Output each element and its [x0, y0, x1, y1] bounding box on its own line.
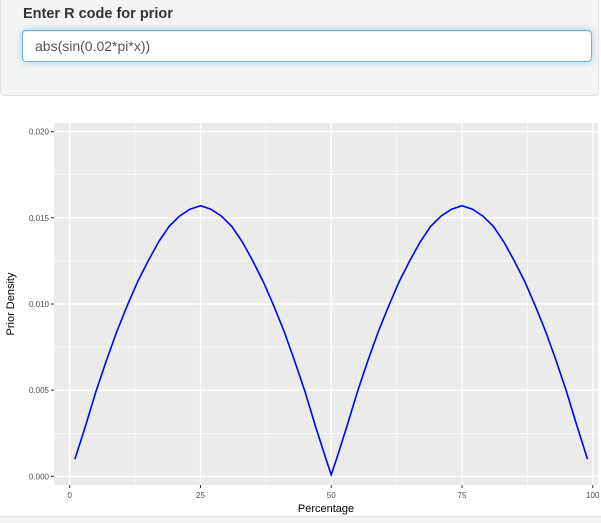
x-tick-label: 50	[327, 491, 336, 500]
prior-code-input[interactable]	[22, 30, 592, 62]
chart-svg: 0 25 50 75 100 0.000 0.005 0.010 0.015 0.020 Perce…	[5, 123, 600, 515]
prior-input-panel: Enter R code for prior	[0, 0, 599, 96]
y-tick-label: 0.015	[29, 214, 50, 223]
x-tick-label: 100	[586, 491, 600, 500]
x-tick-label: 0	[67, 491, 72, 500]
x-axis-title: Percentage	[298, 503, 354, 515]
prior-code-label: Enter R code for prior	[23, 6, 173, 22]
y-tick-label: 0.020	[29, 128, 50, 137]
x-tick-label: 75	[458, 491, 467, 500]
y-tick-label: 0.000	[29, 472, 50, 481]
prior-density-plot: 0 25 50 75 100 0.000 0.005 0.010 0.015 0.020 Perce…	[0, 112, 601, 516]
y-tick-label: 0.010	[29, 300, 50, 309]
x-tick-label: 25	[196, 491, 205, 500]
y-tick-label: 0.005	[29, 386, 50, 395]
density-curve-line	[74, 204, 589, 478]
bottom-panel-edge	[0, 516, 601, 523]
y-axis-title: Prior Density	[5, 272, 17, 335]
